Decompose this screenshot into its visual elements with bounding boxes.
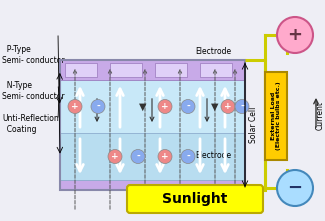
Text: +: + [161, 102, 169, 111]
Bar [60, 80, 245, 133]
Circle shape [158, 99, 172, 114]
Text: ▼: ▼ [139, 101, 147, 112]
Text: +: + [111, 152, 119, 161]
Circle shape [131, 149, 145, 164]
FancyBboxPatch shape [127, 185, 263, 213]
Text: +: + [224, 102, 232, 111]
Text: ▼: ▼ [211, 101, 219, 112]
Circle shape [158, 149, 172, 164]
Text: P-Type
Semi- conductor: P-Type Semi- conductor [2, 45, 65, 65]
Text: +: + [161, 152, 169, 161]
Text: -: - [136, 152, 140, 161]
Bar [60, 180, 245, 190]
Bar [60, 60, 245, 190]
Bar [65, 63, 97, 77]
Bar [200, 63, 232, 77]
Bar [155, 63, 187, 77]
Circle shape [235, 99, 249, 114]
Text: External Load
(Electric bulbs etc.): External Load (Electric bulbs etc.) [271, 82, 281, 150]
Text: -: - [186, 102, 190, 111]
Bar [60, 133, 245, 180]
Text: -: - [186, 152, 190, 161]
Bar [265, 72, 287, 160]
Text: +: + [71, 102, 79, 111]
Text: +: + [288, 26, 303, 44]
Circle shape [277, 170, 313, 206]
Text: Electrode: Electrode [195, 48, 231, 57]
Text: −: − [287, 179, 303, 197]
Bar [60, 60, 245, 80]
Text: Unti-Reflection
  Coating: Unti-Reflection Coating [2, 114, 59, 134]
Text: Electrode: Electrode [195, 151, 231, 160]
Text: -: - [240, 102, 244, 111]
Circle shape [108, 149, 122, 164]
Text: Current: Current [316, 101, 324, 130]
Circle shape [181, 149, 195, 164]
Circle shape [277, 17, 313, 53]
Circle shape [91, 99, 105, 114]
Circle shape [181, 99, 195, 114]
Bar [110, 63, 142, 77]
Text: Sunlight: Sunlight [162, 192, 228, 206]
Text: N-Type
Semi- conductor: N-Type Semi- conductor [2, 81, 65, 101]
Circle shape [68, 99, 82, 114]
Circle shape [221, 99, 235, 114]
Text: Solar Cell: Solar Cell [249, 107, 257, 143]
Text: -: - [96, 102, 100, 111]
